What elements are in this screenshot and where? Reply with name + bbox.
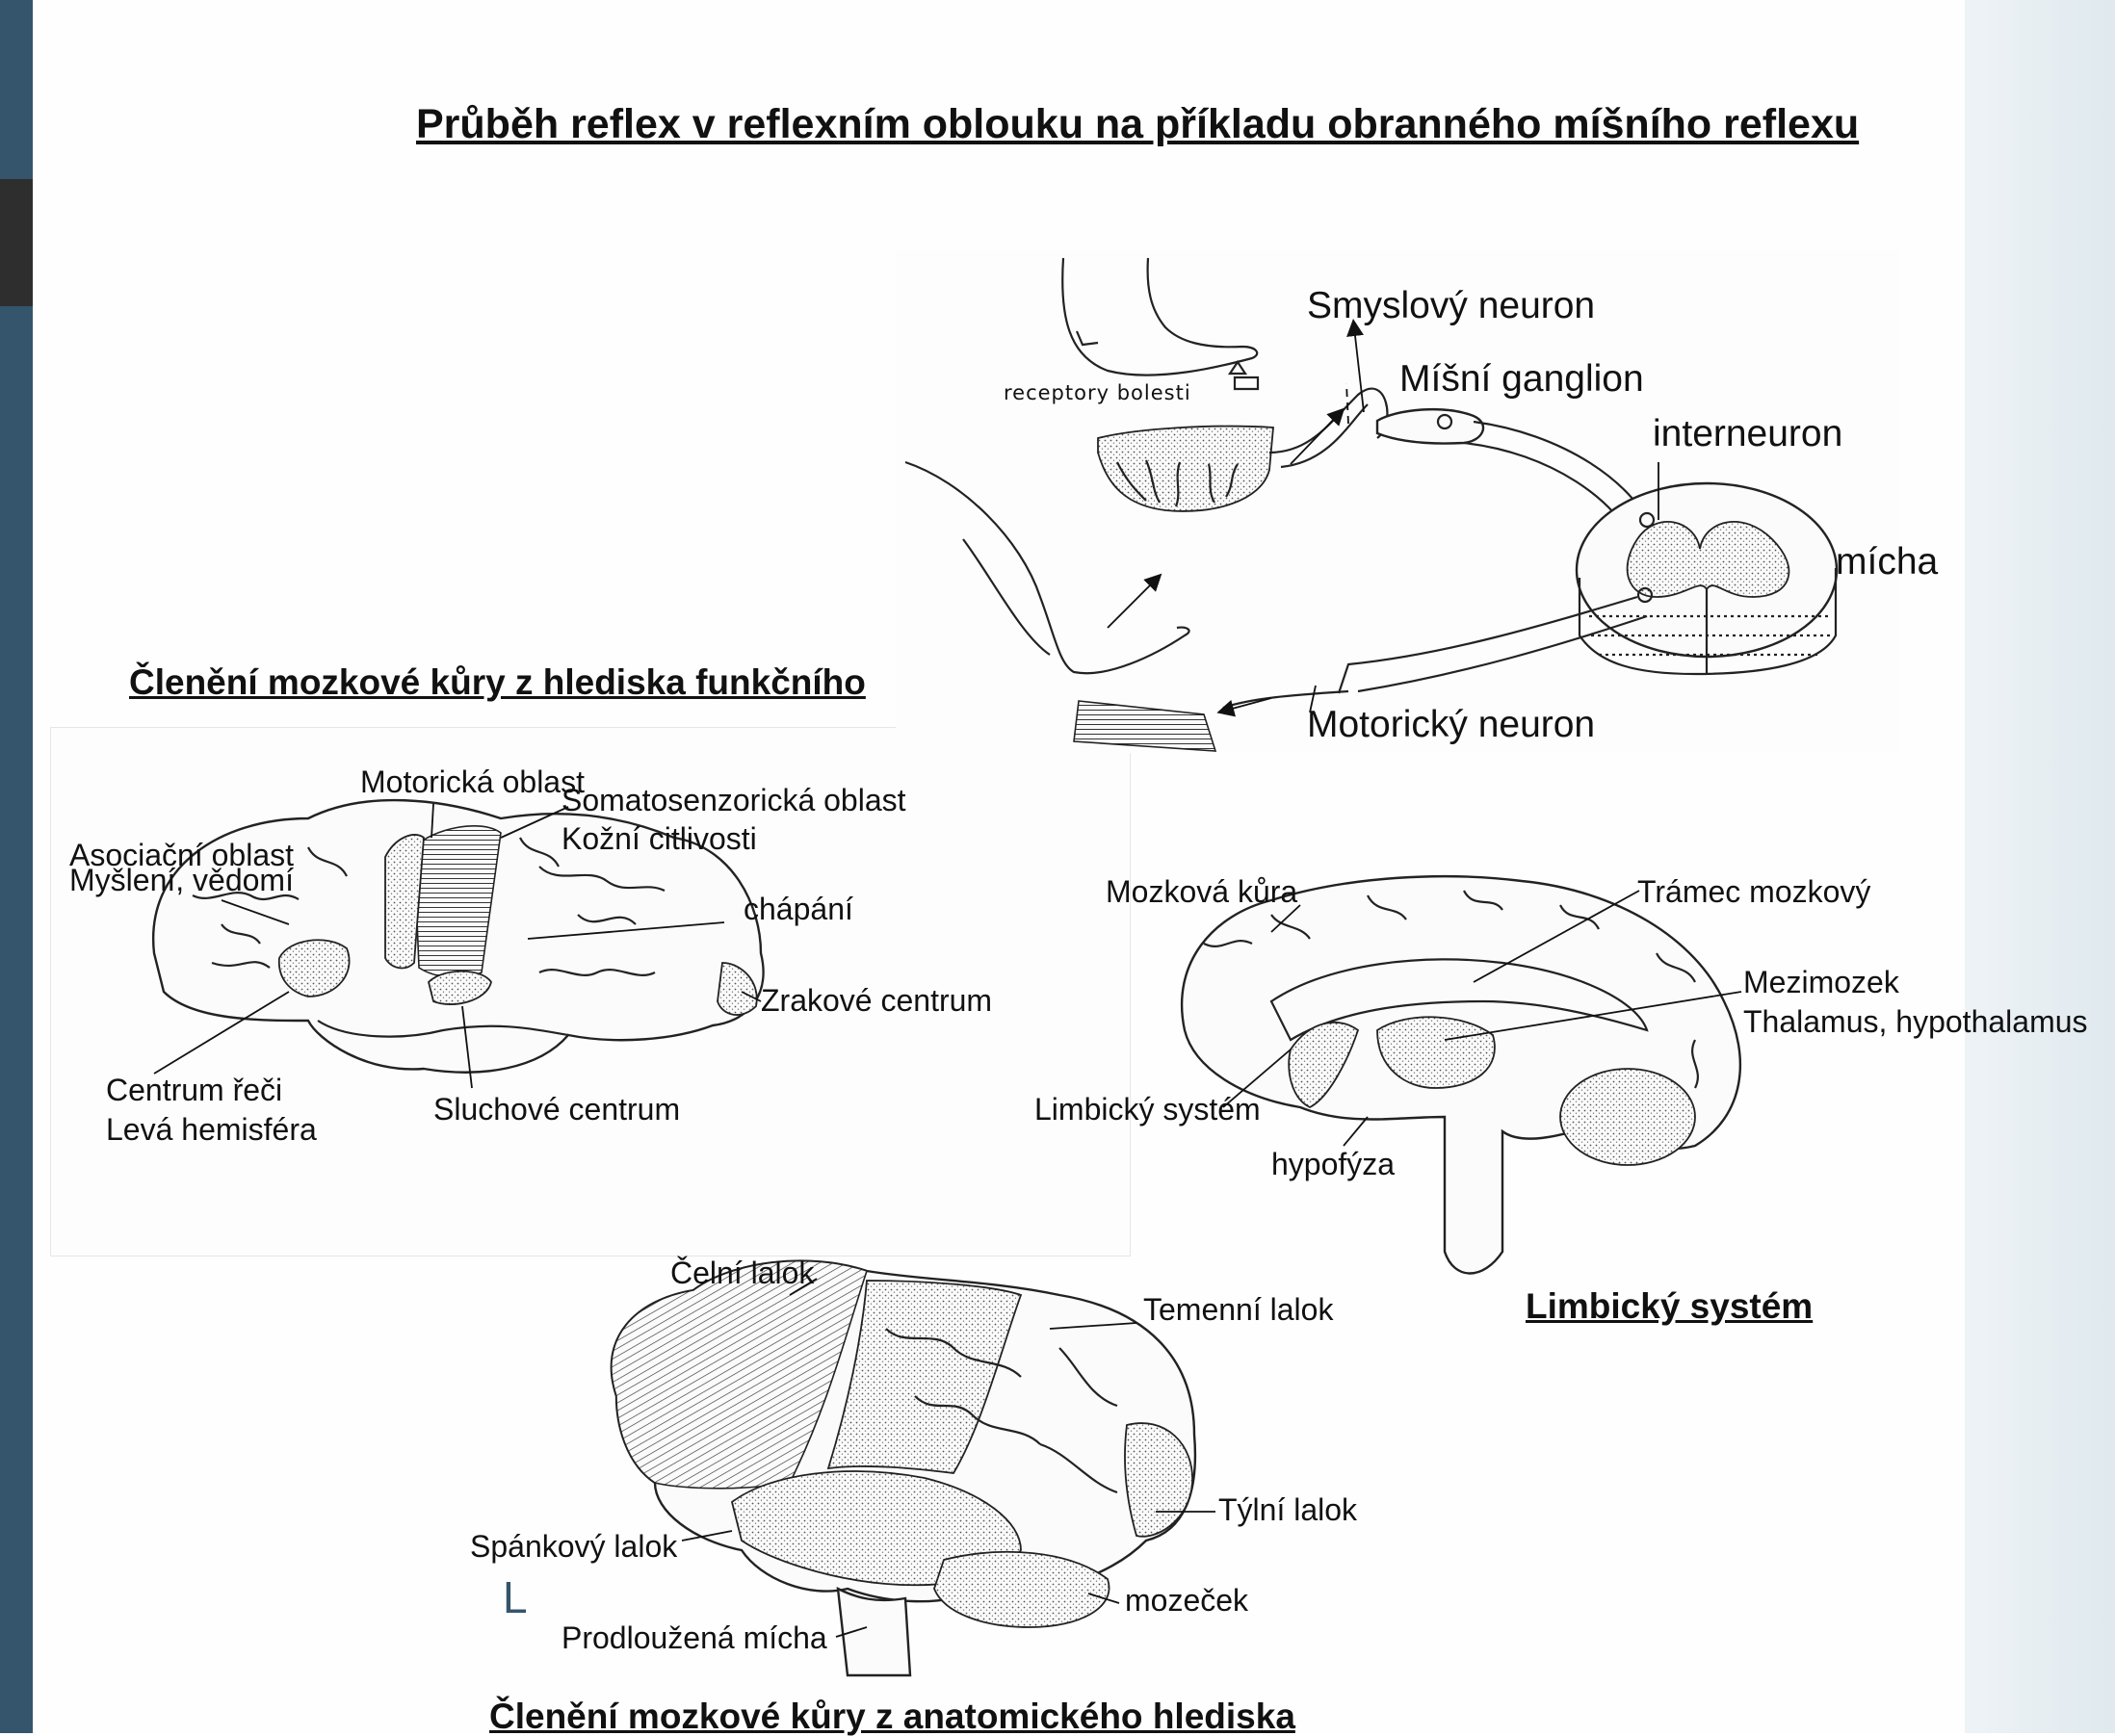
label-occipital-lobe: Týlní lalok <box>1218 1492 1358 1527</box>
somatosensory-strip <box>413 825 502 979</box>
cerebellum-lateral <box>933 1550 1110 1628</box>
label-auditory-center: Sluchové centrum <box>433 1092 681 1127</box>
label-cortex: Mozková kůra <box>1106 874 1298 909</box>
limbic-section-heading: Limbický systém <box>1526 1286 1814 1326</box>
slide-right-gradient-band <box>1965 0 2115 1733</box>
label-association-area: Asociační oblast <box>69 838 295 872</box>
label-frontal-lobe: Čelní lalok <box>670 1256 815 1290</box>
leg-outline <box>904 460 1190 675</box>
page-title: Průběh reflex v reflexním oblouku na pří… <box>416 101 1860 147</box>
motor-neuron-body <box>1636 586 1654 604</box>
thalamus <box>1376 1016 1496 1089</box>
temporal-lobe-dotted <box>730 1470 1022 1587</box>
thumbtack <box>1227 360 1260 391</box>
label-speech-center: Centrum řeči <box>106 1073 283 1107</box>
occipital-lobe-dotted <box>1124 1422 1193 1538</box>
label-left-hemisphere: Levá hemisféra <box>106 1112 317 1147</box>
spinal-ganglion <box>1375 407 1485 445</box>
foot-outline <box>1061 257 1259 376</box>
foot-mark <box>1075 330 1099 347</box>
frontal-lobe-hatched <box>611 1259 869 1490</box>
motor-fiber <box>1337 595 1638 694</box>
sensory-fiber-curve <box>1268 387 1389 454</box>
label-diencephalon: Mezimozek <box>1743 965 1899 999</box>
label-parietal-lobe: Temenní lalok <box>1143 1292 1334 1327</box>
side-mark-l: L <box>503 1572 528 1622</box>
motor-strip <box>384 834 425 970</box>
label-motor-area: Motorická oblast <box>360 764 585 799</box>
spinal-cord-section <box>1575 481 1839 676</box>
anatomical-brain-drawing <box>610 1259 1215 1677</box>
limbic-brain-drawing <box>1180 874 1742 1275</box>
functional-section-heading: Členění mozkové kůry z hlediska funkčníh… <box>129 662 866 702</box>
label-motor-neuron: Motorický neuron <box>1307 704 1596 745</box>
label-spinal-ganglion: Míšní ganglion <box>1399 358 1644 400</box>
label-spinal-cord: mícha <box>1836 541 1939 583</box>
skin-nerve-endings <box>1116 459 1239 507</box>
functional-brain-drawing <box>151 798 765 1089</box>
skin-section <box>1097 425 1274 512</box>
receptors-caption: receptory bolesti <box>1004 381 1191 404</box>
label-corpus-callosum: Trámec mozkový <box>1637 874 1871 909</box>
label-temporal-lobe: Spánkový lalok <box>470 1529 678 1564</box>
medulla-brainstem <box>836 1586 912 1677</box>
label-cerebellum: mozeček <box>1125 1583 1249 1618</box>
visual-area <box>717 962 758 1016</box>
muscle-block <box>1073 700 1217 752</box>
label-limbic-system: Limbický systém <box>1034 1092 1261 1127</box>
corpus-callosum <box>1269 958 1649 1042</box>
parietal-border-dotted <box>826 1280 1023 1474</box>
speech-area <box>277 939 351 998</box>
anatomical-section-heading: Členění mozkové kůry z anatomického hled… <box>489 1697 1295 1736</box>
interneuron-body <box>1638 511 1656 529</box>
auditory-area <box>428 970 492 1005</box>
gray-matter <box>1626 521 1790 598</box>
label-visual-center: Zrakové centrum <box>761 983 993 1018</box>
sagittal-cerebellum <box>1559 1068 1696 1166</box>
label-comprehension: chápání <box>744 892 853 926</box>
label-somatosensory-area: Somatosenzorická oblast <box>561 783 906 817</box>
label-medulla: Prodloužená mícha <box>561 1620 827 1655</box>
limbic-structures <box>1288 1022 1360 1109</box>
label-pituitary: hypofýza <box>1271 1147 1396 1181</box>
reflex-arc-drawing <box>904 257 1839 752</box>
label-thinking: Myšlení, vědomí <box>69 863 294 897</box>
label-sensory-neuron: Smyslový neuron <box>1307 285 1596 326</box>
label-skin-sensitivity: Kožní citlivosti <box>561 821 757 856</box>
label-thalamus: Thalamus, hypothalamus <box>1743 1004 2088 1039</box>
label-interneuron: interneuron <box>1653 413 1843 454</box>
